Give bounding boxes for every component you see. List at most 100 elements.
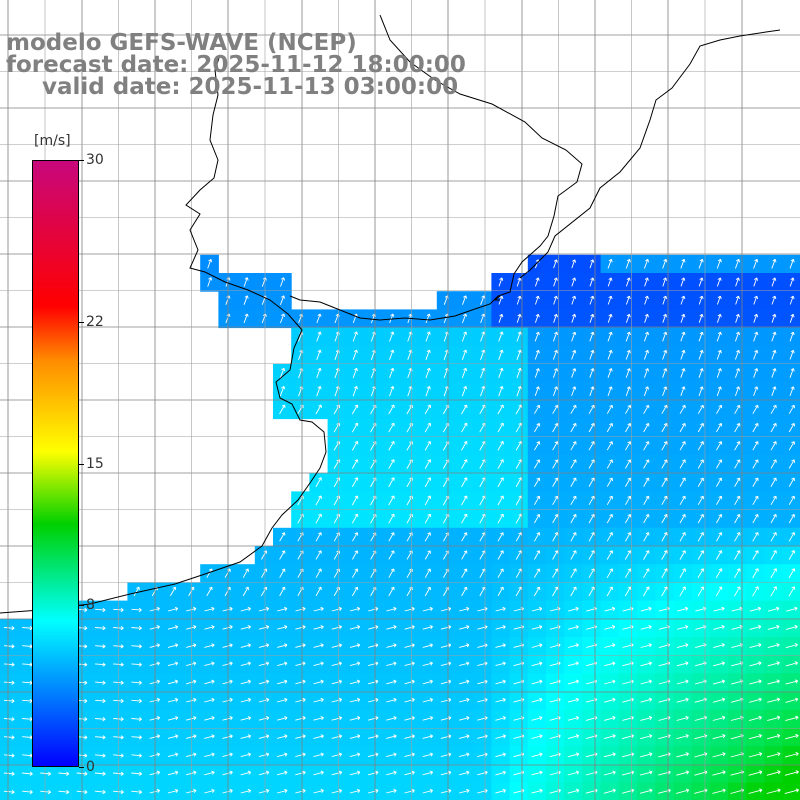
- wind-arrow: [715, 586, 723, 597]
- wind-arrow: [440, 716, 452, 721]
- wind-arrow: [734, 404, 741, 414]
- wind-arrow: [240, 661, 251, 667]
- colorbar-tick-label: 30: [86, 152, 104, 168]
- wind-arrow: [258, 752, 270, 758]
- wind-arrow: [785, 715, 799, 722]
- wind-arrow: [388, 477, 395, 488]
- wind-arrow: [753, 277, 759, 287]
- wind-arrow: [712, 770, 726, 776]
- wind-arrow: [167, 643, 179, 648]
- wind-arrow: [422, 716, 434, 721]
- wind-arrow: [276, 752, 288, 758]
- wind-arrow: [697, 404, 704, 414]
- wind-arrow: [458, 734, 470, 739]
- wind-arrow: [498, 313, 504, 323]
- wind-arrow: [770, 532, 777, 542]
- wind-arrow: [752, 513, 759, 524]
- wind-arrow: [386, 679, 397, 685]
- wind-arrow: [567, 679, 579, 685]
- wind-arrow: [534, 277, 540, 287]
- wind-arrow: [552, 386, 559, 397]
- wind-arrow: [204, 679, 215, 685]
- wind-arrow: [276, 697, 288, 703]
- wind-arrow: [222, 752, 233, 758]
- wind-arrow: [676, 661, 689, 667]
- wind-arrow: [131, 753, 142, 758]
- wind-arrow: [313, 734, 324, 739]
- wind-arrow: [313, 697, 324, 703]
- wind-arrow: [279, 532, 286, 542]
- wind-arrow: [3, 680, 15, 685]
- wind-arrow: [515, 532, 522, 542]
- colorbar-tick-label: 22: [86, 313, 104, 330]
- wind-arrow: [534, 441, 541, 451]
- wind-arrow: [515, 568, 523, 578]
- wind-arrow: [531, 715, 543, 721]
- wind-arrow: [571, 277, 577, 287]
- wind-arrow: [316, 349, 322, 360]
- wind-arrow: [367, 697, 379, 703]
- wind-arrow: [625, 331, 631, 342]
- wind-arrow: [753, 386, 759, 397]
- wind-arrow: [604, 715, 616, 721]
- wind-arrow: [607, 386, 613, 397]
- wind-arrow: [625, 422, 632, 433]
- wind-arrow: [240, 788, 252, 794]
- wind-arrow: [588, 586, 595, 597]
- wind-arrow: [295, 625, 306, 630]
- wind-arrow: [422, 625, 433, 630]
- wind-arrow: [734, 258, 741, 269]
- wind-arrow: [607, 277, 613, 287]
- wind-arrow: [534, 422, 541, 433]
- wind-arrow: [222, 734, 233, 739]
- wind-arrow: [331, 788, 343, 794]
- wind-arrow: [552, 422, 559, 433]
- wind-arrow: [94, 753, 106, 758]
- wind-arrow: [552, 331, 559, 342]
- wind-arrow: [589, 295, 595, 305]
- wind-arrow: [349, 716, 361, 721]
- wind-arrow: [752, 586, 759, 597]
- wind-arrow: [552, 368, 559, 378]
- wind-arrow: [497, 477, 504, 488]
- wind-arrow: [716, 441, 723, 451]
- wind-arrow: [552, 586, 559, 597]
- wind-arrow: [749, 661, 762, 667]
- wind-arrow: [277, 625, 288, 630]
- wind-arrow: [276, 770, 288, 776]
- wind-arrow: [388, 568, 395, 578]
- wind-arrow: [424, 440, 432, 451]
- wind-arrow: [643, 386, 650, 397]
- wind-arrow: [388, 404, 395, 415]
- wind-arrow: [516, 367, 522, 379]
- wind-arrow: [607, 295, 613, 305]
- wind-arrow: [531, 679, 543, 685]
- wind-arrow: [186, 643, 197, 648]
- wind-arrow: [276, 734, 288, 739]
- wind-arrow: [606, 532, 613, 542]
- title-forecast-date: forecast date: 2025-11-12 18:00:00: [6, 52, 466, 78]
- wind-arrow: [788, 441, 795, 451]
- wind-arrow: [422, 679, 433, 685]
- wind-arrow: [571, 331, 577, 342]
- wind-arrow: [349, 788, 361, 794]
- wind-arrow: [676, 752, 689, 758]
- wind-arrow: [386, 625, 397, 630]
- wind-arrow: [640, 734, 653, 740]
- wind-speed-field: [0, 254, 800, 800]
- wind-arrow: [425, 386, 431, 397]
- wind-arrow: [748, 733, 762, 740]
- wind-arrow: [368, 679, 379, 685]
- wind-arrow: [388, 495, 395, 506]
- wind-arrow: [640, 643, 652, 648]
- wind-arrow: [643, 349, 650, 360]
- wind-arrow: [679, 532, 686, 542]
- wind-arrow: [131, 735, 142, 740]
- wind-arrow: [349, 606, 361, 612]
- wind-arrow: [531, 788, 543, 794]
- wind-arrow: [316, 386, 322, 397]
- wind-arrow: [588, 459, 595, 469]
- wind-arrow: [389, 349, 395, 360]
- wind-arrow: [495, 643, 506, 648]
